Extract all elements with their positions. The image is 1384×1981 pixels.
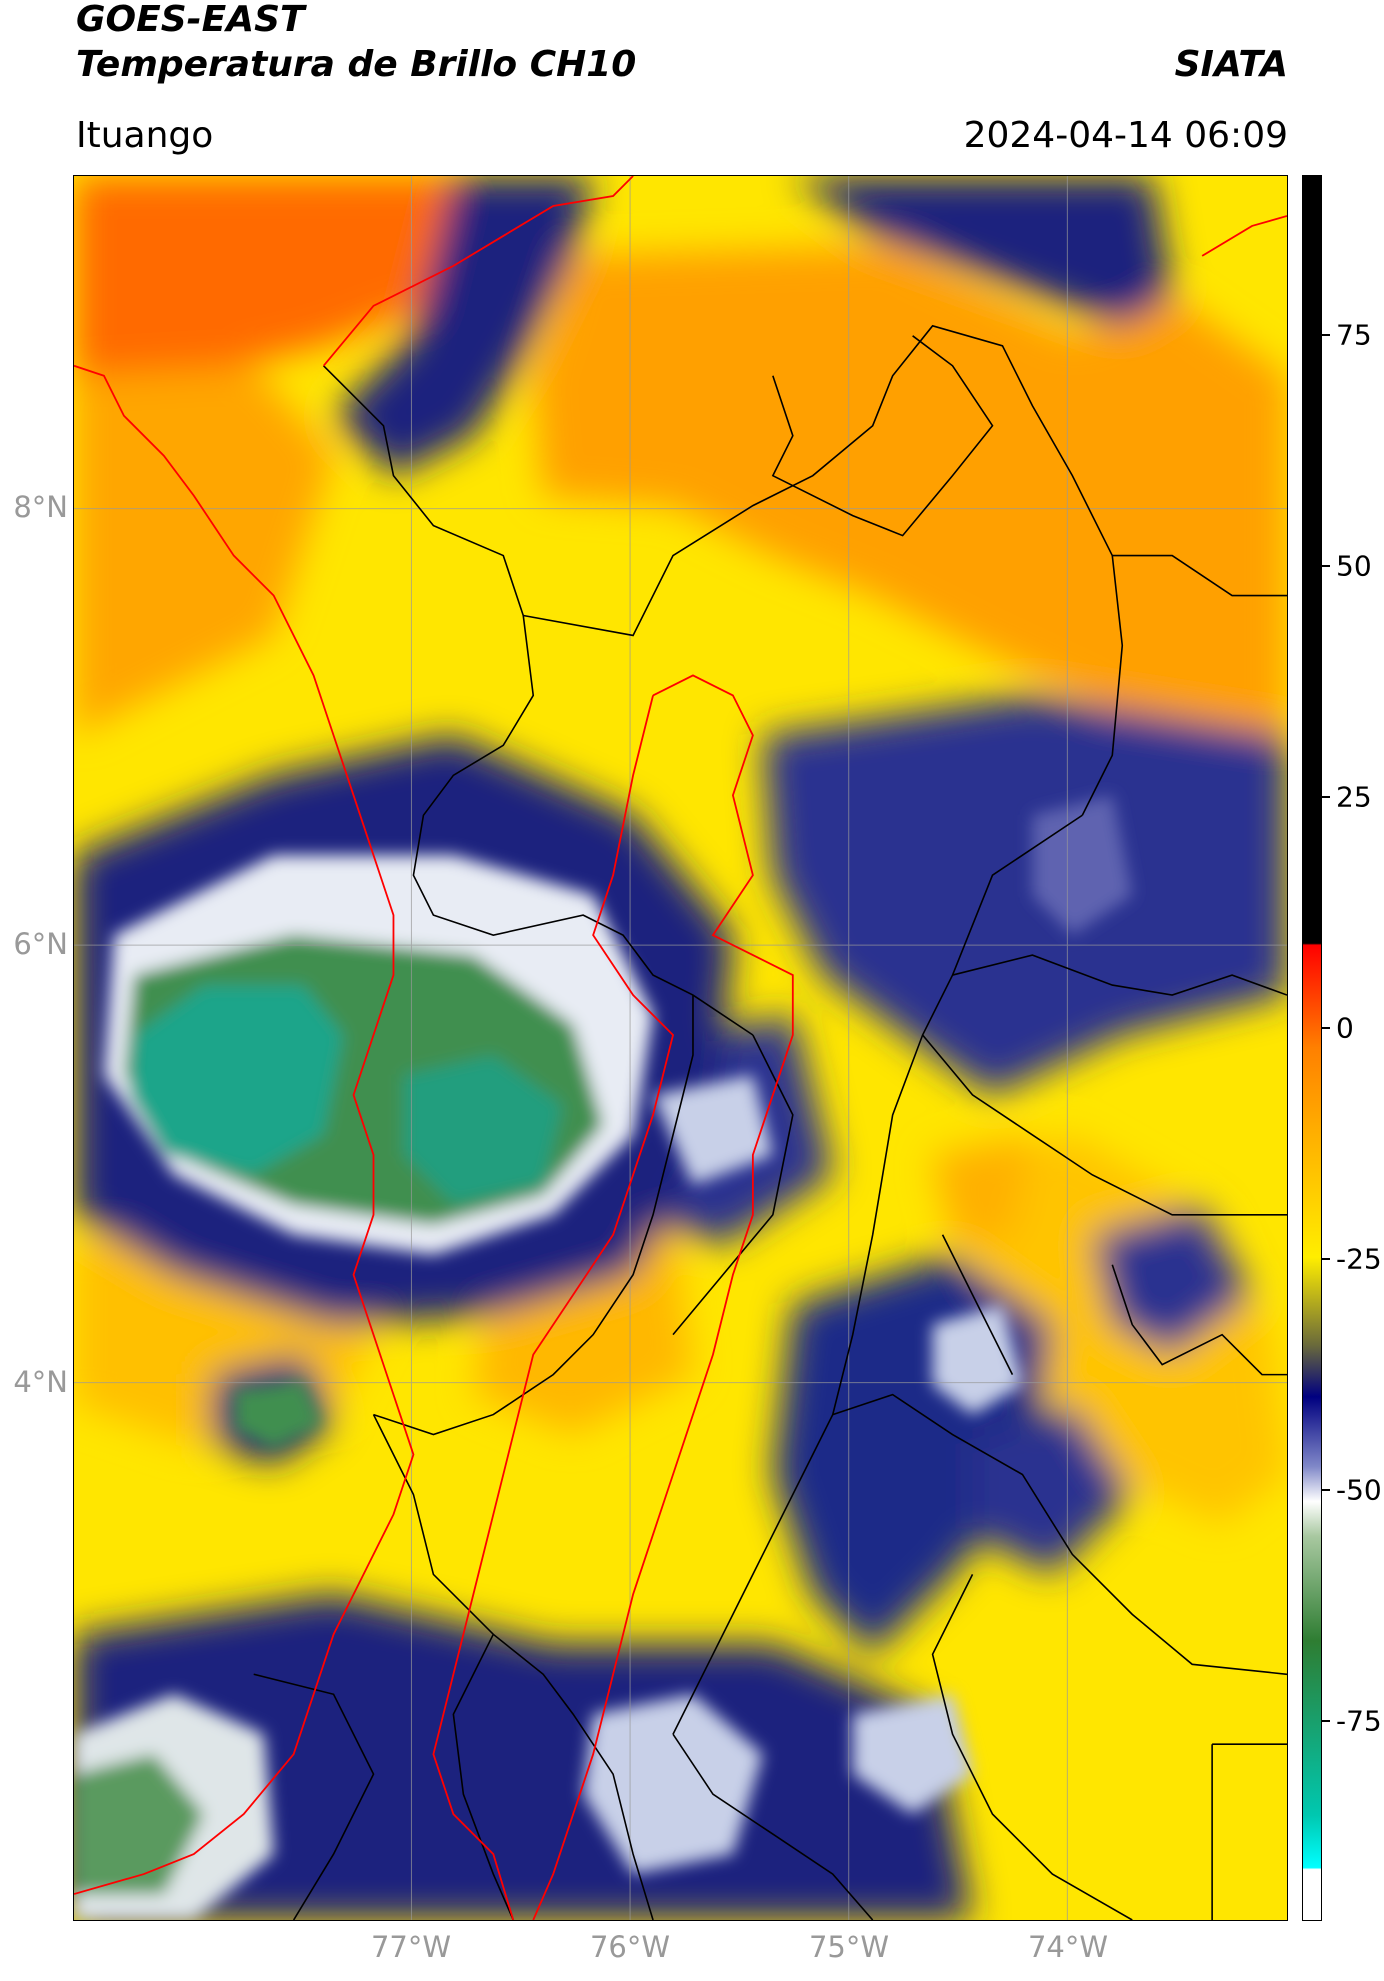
- colorbar-label-neg25: -25: [1336, 1242, 1382, 1276]
- colorbar-label-50: 50: [1336, 549, 1372, 583]
- colorbar-tick: [1322, 796, 1330, 798]
- colorbar-tick: [1322, 334, 1330, 336]
- brand-label: SIATA: [1174, 44, 1288, 85]
- country-boundaries: [74, 176, 1287, 1920]
- lon-label-76w: 76°W: [589, 1930, 671, 1964]
- lat-label-4n: 4°N: [13, 1365, 68, 1399]
- title-line-1: GOES-EAST: [76, 0, 305, 40]
- colorbar-tick: [1322, 1258, 1330, 1260]
- colorbar-tick: [1322, 565, 1330, 567]
- colorbar-label-0: 0: [1336, 1011, 1354, 1045]
- department-boundaries: [253, 324, 1287, 1920]
- temperature-colorbar: [1302, 175, 1322, 1921]
- colorbar-tick: [1322, 1027, 1330, 1029]
- colorbar-tick: [1322, 1720, 1330, 1722]
- timestamp-label: 2024-04-14 06:09: [963, 115, 1288, 156]
- colorbar-label-neg75: -75: [1336, 1704, 1382, 1738]
- colorbar-label-25: 25: [1336, 780, 1372, 814]
- satellite-map[interactable]: [73, 175, 1288, 1921]
- lon-label-77w: 77°W: [370, 1930, 452, 1964]
- lat-label-6n: 6°N: [13, 927, 68, 961]
- lon-label-75w: 75°W: [808, 1930, 890, 1964]
- lon-label-74w: 74°W: [1027, 1930, 1109, 1964]
- colorbar-label-neg50: -50: [1336, 1473, 1382, 1507]
- location-label: Ituango: [76, 115, 214, 156]
- lat-label-8n: 8°N: [13, 490, 68, 524]
- title-line-2: Temperatura de Brillo CH10: [76, 44, 637, 85]
- graticule: [74, 176, 1287, 1920]
- colorbar-tick: [1322, 1489, 1330, 1491]
- map-canvas: [74, 176, 1287, 1920]
- colorbar-label-75: 75: [1336, 318, 1372, 352]
